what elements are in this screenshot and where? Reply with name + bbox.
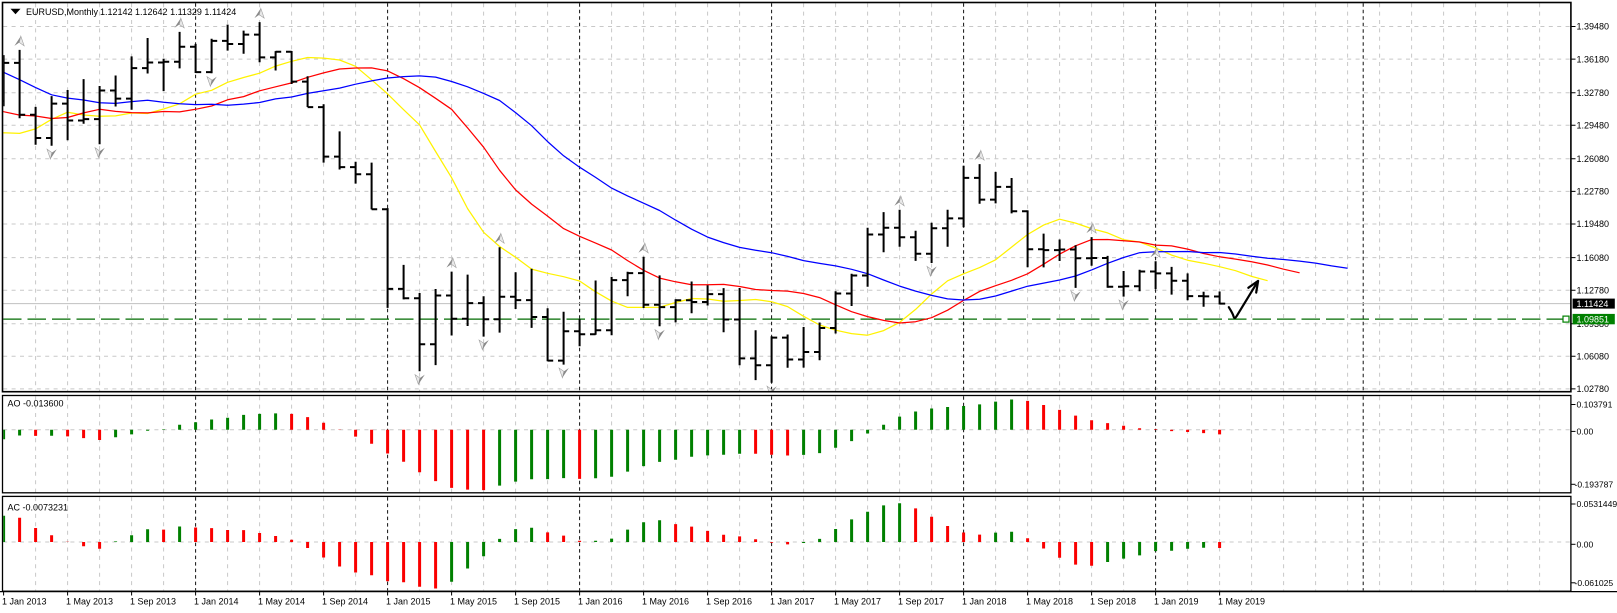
- svg-text:0.00: 0.00: [1577, 427, 1594, 437]
- svg-text:1 May 2017: 1 May 2017: [834, 597, 881, 607]
- svg-text:1.22780: 1.22780: [1577, 187, 1610, 197]
- svg-text:1 Sep 2017: 1 Sep 2017: [898, 597, 944, 607]
- svg-text:EURUSD,Monthly: EURUSD,Monthly: [26, 7, 99, 17]
- svg-text:1.12142 1.12642 1.11329 1.1142: 1.12142 1.12642 1.11329 1.11424: [100, 7, 236, 17]
- svg-text:1.02780: 1.02780: [1577, 384, 1610, 394]
- svg-text:1.19480: 1.19480: [1577, 219, 1610, 229]
- svg-text:1 Jan 2018: 1 Jan 2018: [962, 597, 1007, 607]
- svg-text:1.29480: 1.29480: [1577, 121, 1610, 131]
- svg-text:1.32780: 1.32780: [1577, 88, 1610, 98]
- svg-text:1 Jan 2016: 1 Jan 2016: [578, 597, 623, 607]
- svg-text:1 Sep 2013: 1 Sep 2013: [130, 597, 176, 607]
- svg-text:-0.061025: -0.061025: [1575, 578, 1614, 588]
- svg-text:0.0531449: 0.0531449: [1577, 499, 1617, 509]
- svg-text:1 Jan 2013: 1 Jan 2013: [2, 597, 47, 607]
- svg-text:1 Jan 2014: 1 Jan 2014: [194, 597, 239, 607]
- svg-text:1 Jan 2017: 1 Jan 2017: [770, 597, 815, 607]
- svg-text:1.12780: 1.12780: [1577, 285, 1610, 295]
- svg-text:1 May 2015: 1 May 2015: [450, 597, 497, 607]
- svg-text:1 Sep 2018: 1 Sep 2018: [1090, 597, 1136, 607]
- svg-text:AO -0.013600: AO -0.013600: [8, 399, 64, 409]
- svg-text:1 Jan 2019: 1 Jan 2019: [1154, 597, 1199, 607]
- svg-text:1.36180: 1.36180: [1577, 54, 1610, 64]
- svg-text:1 May 2019: 1 May 2019: [1218, 597, 1265, 607]
- svg-text:1 Jan 2015: 1 Jan 2015: [386, 597, 431, 607]
- svg-text:1 Sep 2014: 1 Sep 2014: [322, 597, 368, 607]
- svg-text:1 May 2013: 1 May 2013: [66, 597, 113, 607]
- svg-text:1 May 2018: 1 May 2018: [1026, 597, 1073, 607]
- svg-text:1.11424: 1.11424: [1577, 299, 1609, 309]
- svg-text:1.26080: 1.26080: [1577, 154, 1610, 164]
- svg-text:1.06080: 1.06080: [1577, 352, 1610, 362]
- svg-text:AC -0.0073231: AC -0.0073231: [8, 503, 69, 513]
- svg-text:1.16080: 1.16080: [1577, 253, 1610, 263]
- svg-text:1 Sep 2015: 1 Sep 2015: [514, 597, 560, 607]
- svg-text:0.103791: 0.103791: [1577, 400, 1613, 410]
- svg-text:0.00: 0.00: [1577, 540, 1594, 550]
- svg-text:1 May 2016: 1 May 2016: [642, 597, 689, 607]
- svg-text:-0.193787: -0.193787: [1575, 480, 1614, 490]
- svg-text:1 Sep 2016: 1 Sep 2016: [706, 597, 752, 607]
- svg-text:1 May 2014: 1 May 2014: [258, 597, 305, 607]
- svg-text:1.09851: 1.09851: [1577, 315, 1610, 325]
- svg-text:1.39480: 1.39480: [1577, 22, 1610, 32]
